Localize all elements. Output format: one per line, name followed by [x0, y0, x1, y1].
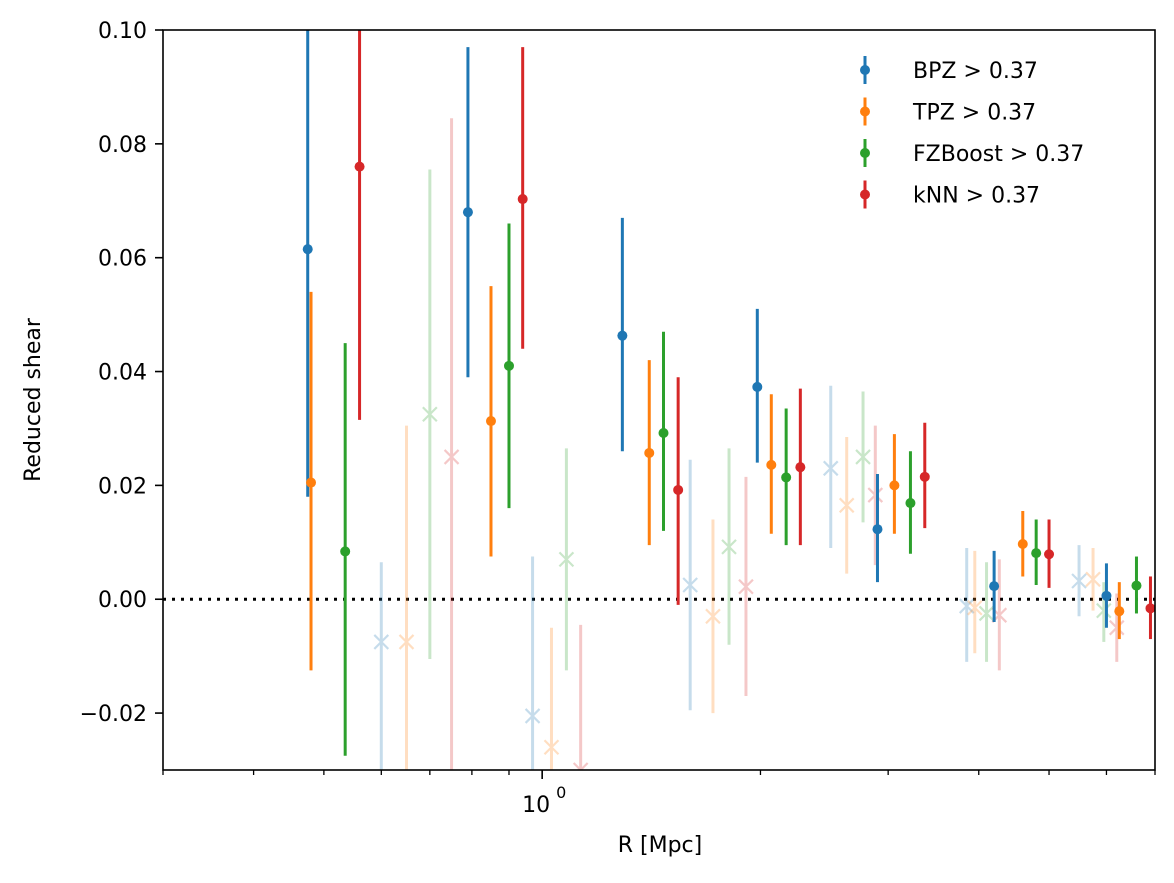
data-point-x	[572, 762, 589, 770]
data-point-x	[958, 598, 975, 614]
data-point-x	[721, 539, 737, 555]
data-point	[872, 524, 883, 535]
series-0	[302, 30, 1112, 628]
data-point	[340, 546, 351, 557]
y-axis-title: Reduced shear	[21, 317, 46, 482]
data-point-x	[978, 605, 995, 622]
faded-series-1	[398, 425, 1101, 770]
data-point-x	[1085, 571, 1101, 588]
data-point	[673, 484, 684, 495]
data-point	[302, 244, 313, 255]
data-point	[1101, 590, 1112, 601]
series-3	[354, 30, 1155, 640]
data-point-x	[1096, 602, 1112, 619]
data-point	[1031, 548, 1042, 559]
data-point	[781, 472, 792, 483]
data-point-x	[1071, 573, 1087, 589]
data-point-x	[1109, 619, 1125, 636]
data-point	[1114, 606, 1125, 617]
data-point	[503, 360, 514, 371]
data-point	[658, 428, 669, 439]
data-point-x	[738, 578, 754, 595]
data-point-x	[524, 708, 541, 724]
legend: BPZ > 0.37 TPZ > 0.37 FZBoost > 0.37 kNN > …	[860, 56, 1084, 209]
legend-label: TPZ > 0.37	[912, 101, 1036, 126]
legend-item: BPZ > 0.37	[860, 56, 1038, 84]
data-point	[752, 381, 763, 392]
faded-series-layer	[373, 118, 1125, 770]
faded-series-2	[422, 169, 1112, 671]
data-point	[795, 462, 806, 473]
plot-frame	[162, 29, 1156, 771]
y-tick-label: 0.02	[98, 474, 147, 499]
data-point-x	[855, 449, 871, 465]
x-axis-title: R [Mpc]	[618, 833, 703, 858]
data-point-x	[558, 551, 575, 568]
data-point	[617, 330, 628, 341]
legend-marker	[860, 65, 870, 75]
data-point	[919, 471, 930, 482]
y-tick-label: 0.06	[98, 247, 147, 272]
data-point-x	[822, 460, 839, 477]
legend-marker	[860, 148, 870, 158]
legend-item: FZBoost > 0.37	[860, 139, 1084, 167]
series-2	[340, 223, 1142, 756]
data-point	[485, 416, 496, 427]
data-point-x	[443, 449, 460, 465]
y-tick-label: 0.08	[98, 133, 147, 158]
data-point	[306, 477, 317, 488]
faded-series-3	[443, 118, 1125, 770]
data-point-x	[398, 634, 415, 650]
data-point	[905, 498, 916, 509]
legend-item: TPZ > 0.37	[860, 97, 1036, 126]
legend-marker	[860, 106, 870, 117]
legend-marker	[860, 189, 870, 200]
data-point	[989, 581, 1000, 592]
data-point	[517, 194, 528, 205]
data-point	[1044, 549, 1055, 560]
data-point-x	[543, 739, 560, 756]
data-point-x	[682, 577, 698, 593]
series-1	[306, 286, 1125, 671]
data-point	[766, 459, 777, 470]
y-tick-label: 0.10	[98, 19, 147, 44]
data-point-x	[838, 497, 855, 514]
data-point-x	[867, 487, 884, 503]
legend-label: FZBoost > 0.37	[913, 142, 1084, 167]
data-point	[1017, 539, 1028, 550]
data-point-x	[967, 599, 983, 616]
data-point-x	[705, 608, 721, 625]
data-point	[1131, 580, 1142, 591]
axes-layer	[162, 29, 1156, 771]
y-tick-label: 0.04	[98, 361, 147, 386]
y-tick-label: 0.00	[98, 588, 147, 613]
ticks-layer: −0.02 0.00 0.02 0.04 0.06 0.08 0.10 10 0	[80, 19, 1156, 818]
data-point	[462, 207, 473, 218]
legend-label: BPZ > 0.37	[913, 59, 1038, 84]
legend-label: kNN > 0.37	[913, 184, 1040, 209]
y-tick-label: −0.02	[80, 702, 147, 727]
x-tick-label: 10	[522, 793, 550, 818]
main-series-layer	[302, 30, 1155, 756]
data-point-x	[373, 634, 390, 650]
data-point	[1145, 603, 1155, 614]
x-tick-exponent: 0	[556, 783, 566, 802]
data-point-x	[422, 406, 438, 423]
faded-series-0	[373, 385, 1087, 770]
data-point	[889, 480, 900, 491]
legend-item: kNN > 0.37	[860, 180, 1040, 209]
data-point	[354, 161, 365, 172]
data-point	[644, 447, 655, 458]
